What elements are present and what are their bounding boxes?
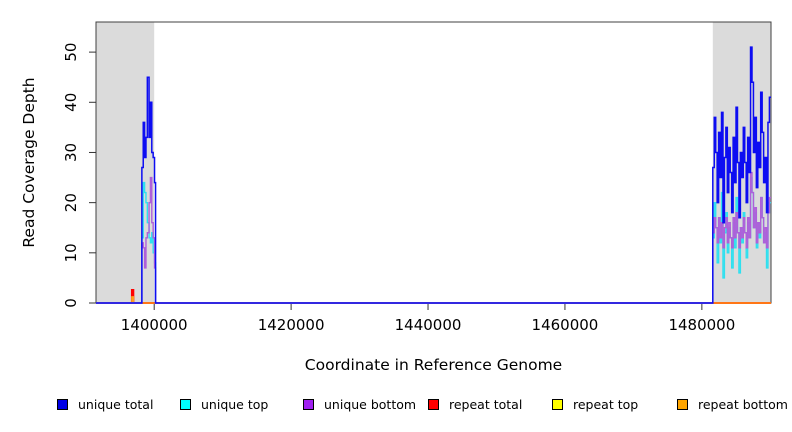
x-tick-label: 1420000 bbox=[258, 316, 325, 334]
legend-label: repeat top bbox=[573, 397, 639, 412]
series-unique-top bbox=[96, 176, 771, 304]
x-tick-label: 1440000 bbox=[395, 316, 462, 334]
series-repeat-total bbox=[96, 288, 771, 304]
legend-item-unique-total: unique total bbox=[57, 397, 153, 412]
y-tick-label: 10 bbox=[62, 243, 80, 262]
x-tick-label: 1460000 bbox=[532, 316, 599, 334]
legend-item-unique-bottom: unique bottom bbox=[303, 397, 416, 412]
legend-item-repeat-bottom: repeat bottom bbox=[677, 397, 788, 412]
y-tick-label: 30 bbox=[62, 143, 80, 162]
y-tick-label: 40 bbox=[62, 93, 80, 112]
series-unique-total bbox=[96, 46, 771, 304]
plot-box bbox=[95, 21, 772, 304]
legend-swatch-repeat-total bbox=[428, 399, 439, 410]
legend-item-repeat-total: repeat total bbox=[428, 397, 522, 412]
legend-label: unique top bbox=[201, 397, 269, 412]
series-unique-bottom bbox=[96, 171, 771, 304]
legend-item-unique-top: unique top bbox=[180, 397, 268, 412]
y-axis: 0 10 20 30 40 50 bbox=[62, 43, 96, 308]
coverage-plot: 1400000 1420000 1440000 1460000 1480000 0 10 20… bbox=[62, 21, 772, 334]
legend-item-repeat-top: repeat top bbox=[552, 397, 638, 412]
legend-swatch-repeat-bottom bbox=[677, 399, 688, 410]
legend-swatch-unique-top bbox=[180, 399, 191, 410]
legend-swatch-repeat-top bbox=[552, 399, 563, 410]
y-tick-label: 50 bbox=[62, 43, 80, 62]
legend-label: repeat bottom bbox=[698, 397, 788, 412]
x-tick-label: 1480000 bbox=[668, 316, 735, 334]
y-axis-title: Read Coverage Depth bbox=[20, 77, 38, 248]
legend-swatch-unique-total bbox=[57, 399, 68, 410]
legend-swatch-unique-bottom bbox=[303, 399, 314, 410]
x-tick-label: 1400000 bbox=[121, 316, 188, 334]
y-tick-label: 0 bbox=[62, 298, 80, 308]
legend-label: unique total bbox=[78, 397, 154, 412]
x-axis-title: Coordinate in Reference Genome bbox=[304, 356, 563, 374]
legend-label: unique bottom bbox=[324, 397, 417, 412]
x-axis: 1400000 1420000 1440000 1460000 1480000 bbox=[121, 303, 735, 334]
y-tick-label: 20 bbox=[62, 193, 80, 212]
legend-label: repeat total bbox=[449, 397, 523, 412]
